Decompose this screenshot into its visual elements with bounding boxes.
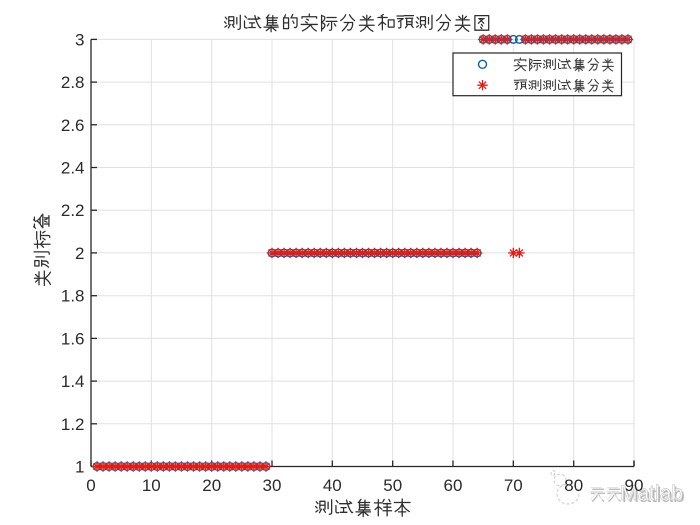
svg-text:90: 90 [625, 476, 644, 495]
svg-text:1.2: 1.2 [61, 415, 85, 434]
svg-text:1.8: 1.8 [61, 287, 85, 306]
svg-text:10: 10 [142, 476, 161, 495]
svg-text:1.6: 1.6 [61, 329, 85, 348]
svg-text:40: 40 [323, 476, 342, 495]
svg-text:50: 50 [383, 476, 402, 495]
svg-text:2.6: 2.6 [61, 116, 85, 135]
svg-text:70: 70 [504, 476, 523, 495]
svg-text:Matlab: Matlab [620, 482, 683, 505]
svg-text:30: 30 [263, 476, 282, 495]
svg-text:1: 1 [75, 458, 84, 477]
svg-text:0: 0 [86, 476, 95, 495]
svg-text:2.8: 2.8 [61, 73, 85, 92]
svg-text:Matlab: Matlab [622, 484, 685, 507]
svg-text:2.2: 2.2 [61, 201, 85, 220]
svg-text:2: 2 [75, 244, 84, 263]
svg-text:2.4: 2.4 [61, 159, 85, 178]
svg-text:3: 3 [75, 30, 84, 49]
svg-text:1.4: 1.4 [61, 372, 85, 391]
svg-text:20: 20 [202, 476, 221, 495]
svg-text:60: 60 [444, 476, 463, 495]
svg-text:80: 80 [564, 476, 583, 495]
